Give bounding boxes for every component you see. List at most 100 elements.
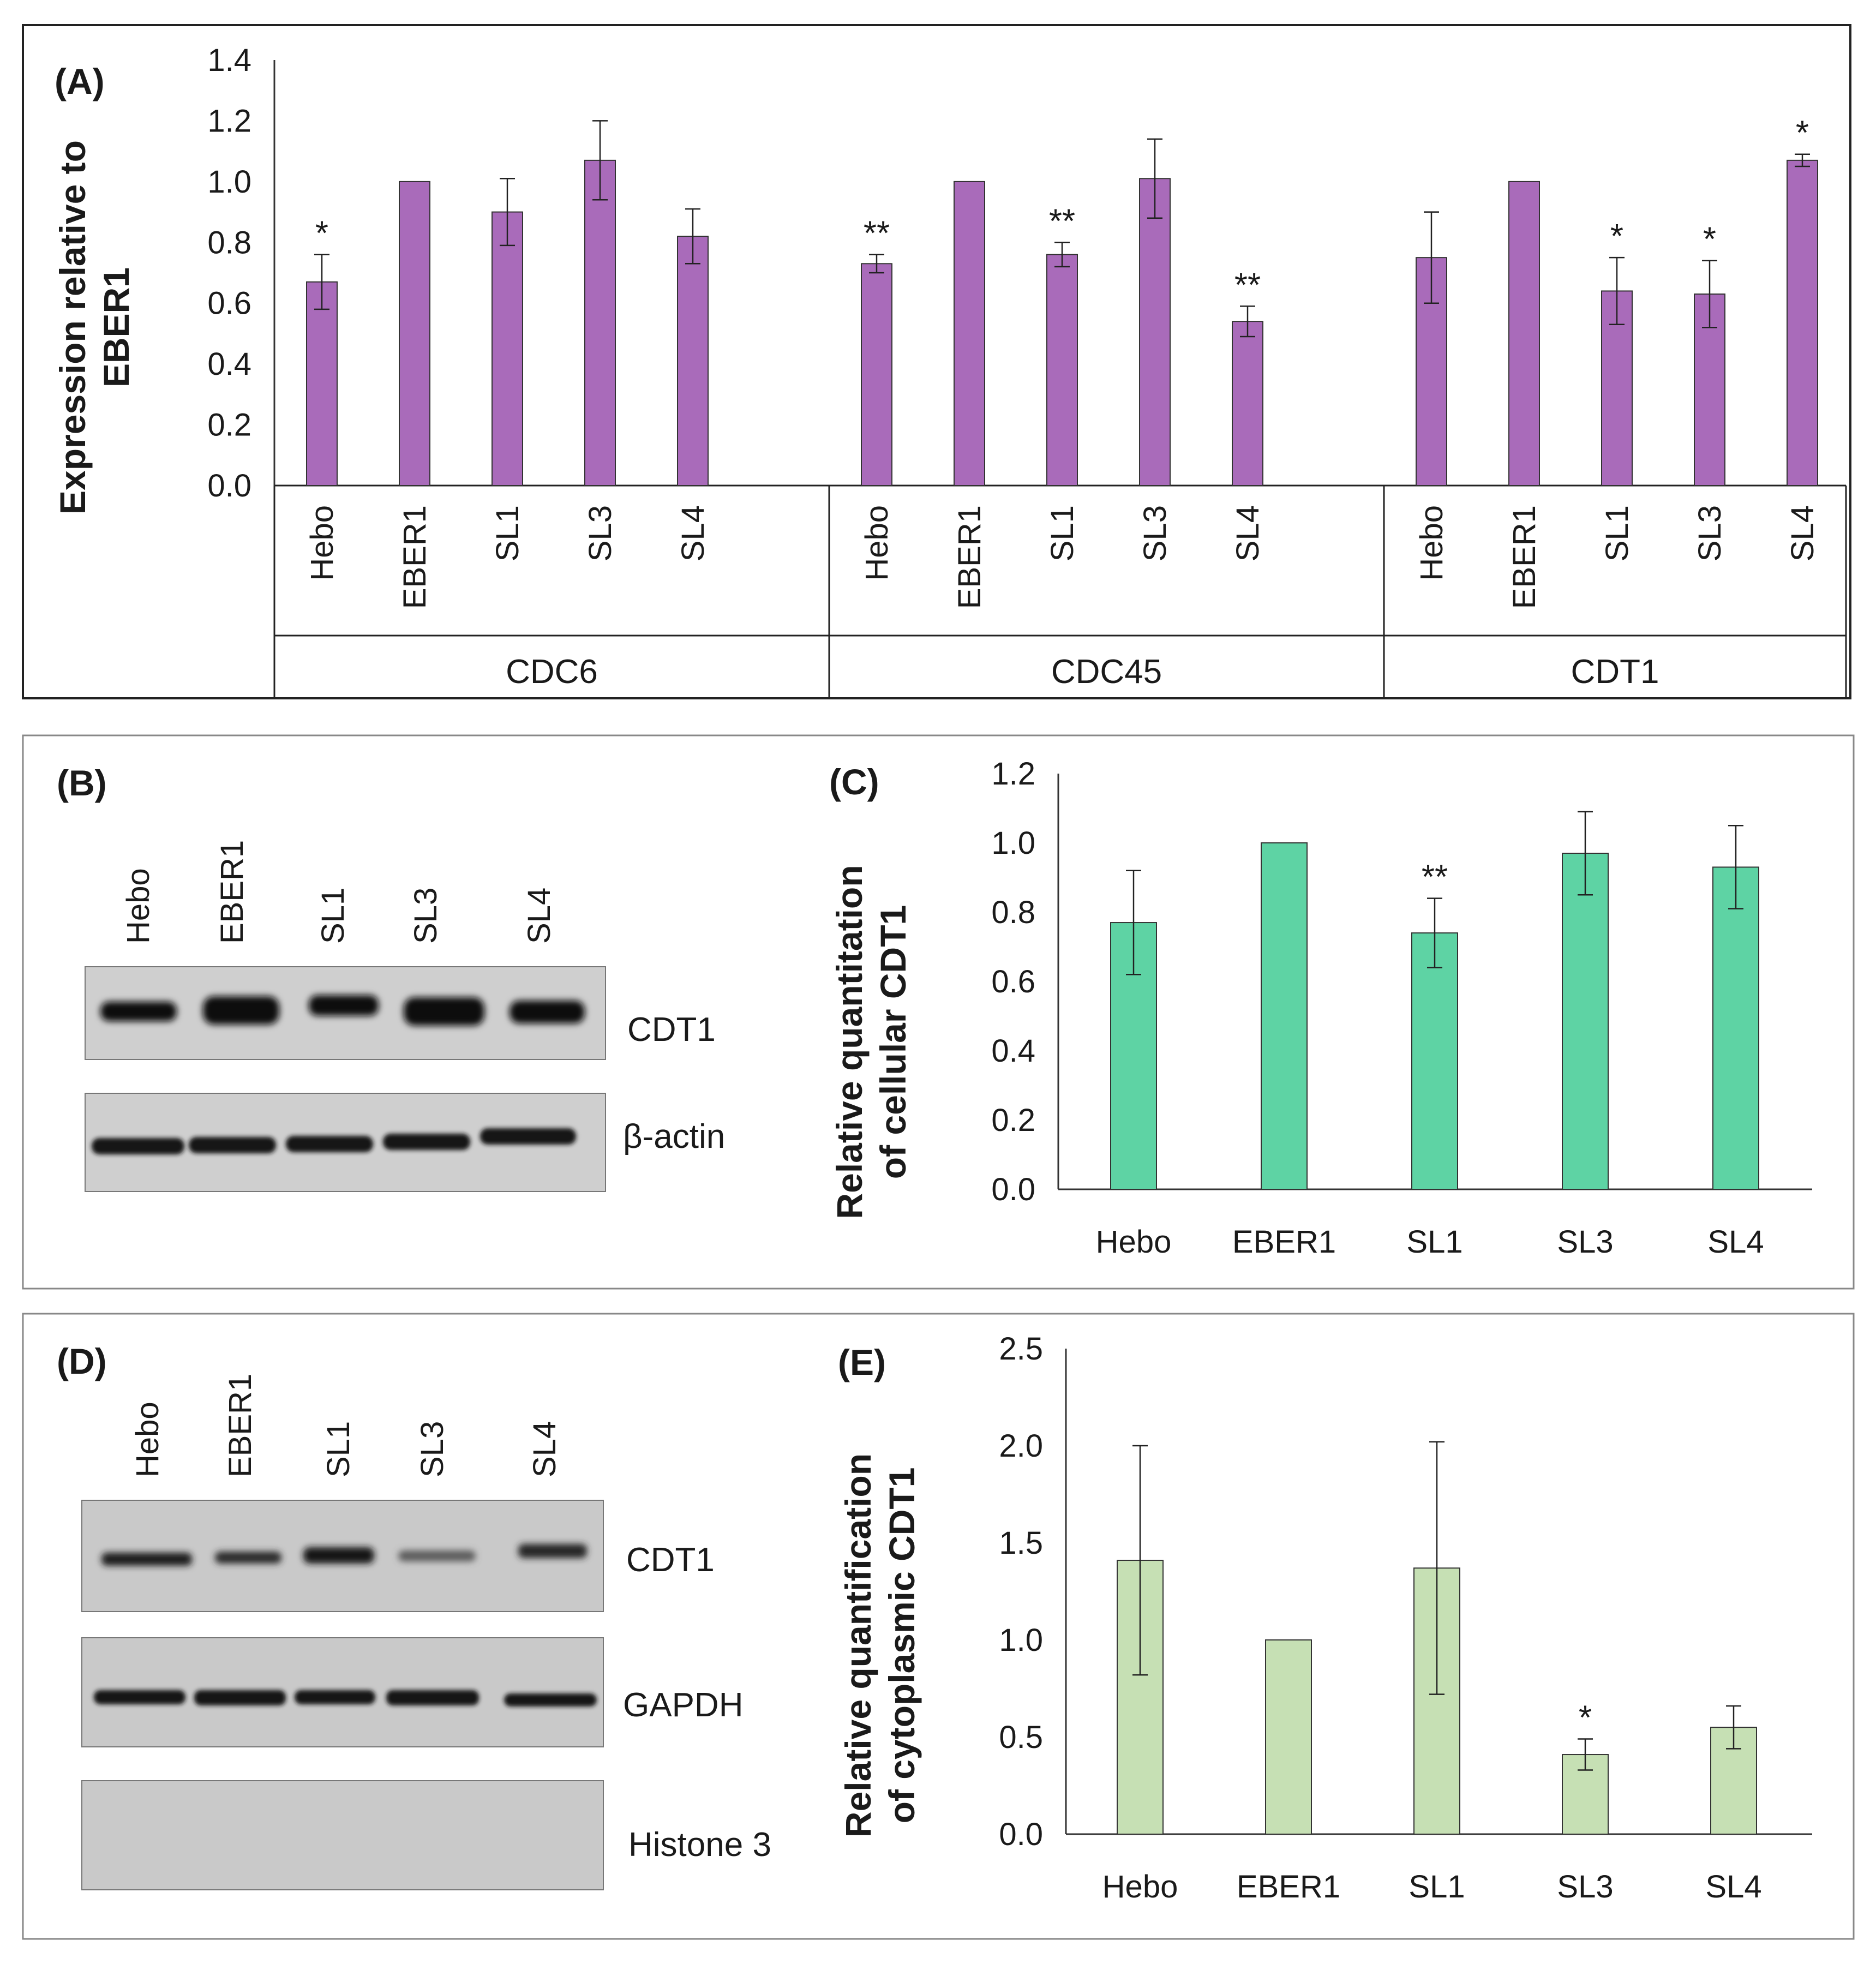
chart-e-category-sl4: SL4 xyxy=(1705,1869,1761,1905)
chart-e-ytick: 0.5 xyxy=(999,1720,1043,1755)
chart-e-errorbar-sl1 xyxy=(1429,1441,1445,1695)
chart-a-cdc45-bar-sl3 xyxy=(1139,178,1171,486)
chart-a-cdt1-errorbar-sl4 xyxy=(1795,153,1810,167)
blot-b-lane-sl1: SL1 xyxy=(315,888,351,944)
chart-e-cytoplasmic-cdt1: 0.0 0.5 1.0 1.5 2.0 2.5 Relative quantificatio… xyxy=(838,1331,1812,1905)
blot-d-lane-sl3: SL3 xyxy=(415,1421,450,1477)
chart-a-cdt1-sig-sl1: * xyxy=(1610,218,1623,255)
chart-a-cdt1-category-sl4: SL4 xyxy=(1785,505,1820,561)
chart-a-ytick: 1.0 xyxy=(207,164,251,200)
blot-d-lane-hebo: Hebo xyxy=(130,1402,165,1477)
chart-a-cdc45-bar-sl4 xyxy=(1232,321,1263,487)
chart-a-cdc45-sig-sl4: ** xyxy=(1234,266,1261,304)
chart-a-cdt1-sig-sl4: * xyxy=(1796,115,1809,152)
chart-a-ytick: 0.8 xyxy=(207,225,251,260)
chart-c-category-hebo: Hebo xyxy=(1096,1224,1172,1260)
chart-a-y-label: Expression relative toEBER1 xyxy=(52,140,136,514)
chart-a-cdc6-errorbar-sl3 xyxy=(592,120,608,201)
chart-e-ytick: 1.5 xyxy=(999,1525,1043,1561)
blot-b-row-actin: β-actin xyxy=(623,1118,725,1155)
chart-c-ytick: 1.0 xyxy=(991,825,1035,861)
panel-bc-frame xyxy=(22,734,1855,1290)
blot-b-row-cdt1: CDT1 xyxy=(627,1011,716,1049)
chart-e-category-sl1: SL1 xyxy=(1409,1869,1465,1905)
chart-a-cdc45-sig-hebo: ** xyxy=(864,215,890,253)
chart-c-ytick: 0.6 xyxy=(991,964,1035,999)
chart-a-cdc45-category-eber1: EBER1 xyxy=(952,505,987,609)
chart-a-cdc6-errorbar-sl1 xyxy=(500,178,515,247)
chart-a-cdc6-errorbar-sl4 xyxy=(685,208,700,265)
chart-e-ytick: 1.0 xyxy=(999,1622,1043,1658)
chart-c-errorbar-sl3 xyxy=(1578,811,1593,896)
chart-a-cdc6-category-sl4: SL4 xyxy=(675,505,711,561)
western-blot-b: Hebo EBER1 SL1 SL3 SL4 CDT1 β-actin xyxy=(85,840,725,1192)
panel-label-d: (D) xyxy=(57,1341,107,1381)
chart-e-errorbar-sl4 xyxy=(1726,1705,1741,1750)
chart-a-cdc6-bar-sl4 xyxy=(677,236,709,486)
chart-a-group-label-cdc45: CDC45 xyxy=(1051,653,1162,691)
chart-c-category-sl1: SL1 xyxy=(1406,1224,1463,1260)
chart-c-bar-sl3 xyxy=(1562,853,1609,1190)
panel-label-b: (B) xyxy=(57,763,107,803)
chart-a-cdt1-bar-sl4 xyxy=(1787,159,1818,487)
chart-a-cdc6-bar-sl3 xyxy=(584,159,616,487)
chart-a-cdc45-errorbar-sl3 xyxy=(1147,138,1162,219)
chart-e-ytick: 0.0 xyxy=(999,1817,1043,1852)
blot-b-lane-sl3: SL3 xyxy=(408,888,443,944)
panel-label-c: (C) xyxy=(829,762,879,802)
chart-a-expression: 0.0 0.2 0.4 0.6 0.8 1.0 1.2 1.4 Expression relat… xyxy=(52,43,1847,698)
blot-d-lane-sl4: SL4 xyxy=(527,1421,562,1477)
chart-a-cdc6-category-sl3: SL3 xyxy=(583,505,618,561)
chart-a-cdc6-category-eber1: EBER1 xyxy=(397,505,433,609)
western-blot-d: Hebo EBER1 SL1 SL3 SL4 CDT1 GAPDH Histon… xyxy=(81,1374,771,1890)
chart-a-cdt1-bar-eber1 xyxy=(1508,181,1540,487)
blot-d-row-histone3: Histone 3 xyxy=(628,1826,771,1864)
blot-d-row-gapdh: GAPDH xyxy=(623,1686,743,1724)
chart-c-sig-sl1: ** xyxy=(1422,859,1448,896)
chart-a-cdc45-category-hebo: Hebo xyxy=(859,505,895,581)
chart-a-cdt1-errorbar-sl1 xyxy=(1609,256,1625,325)
chart-c-ytick: 0.2 xyxy=(991,1103,1035,1138)
chart-c-errorbar-hebo xyxy=(1126,870,1141,975)
chart-a-cdc45-bar-hebo xyxy=(861,263,892,486)
chart-e-category-hebo: Hebo xyxy=(1102,1869,1178,1905)
chart-a-cdt1-category-sl3: SL3 xyxy=(1692,505,1728,561)
blot-b-lane-eber1: EBER1 xyxy=(214,840,250,944)
chart-a-ytick: 1.4 xyxy=(207,43,251,78)
panel-de-frame xyxy=(22,1313,1855,1940)
chart-a-cdt1-category-hebo: Hebo xyxy=(1414,505,1449,581)
chart-e-sig-sl3: * xyxy=(1579,1699,1592,1737)
chart-c-ytick: 0.8 xyxy=(991,895,1035,930)
chart-c-category-sl3: SL3 xyxy=(1557,1224,1613,1260)
panel-label-a: (A) xyxy=(55,61,105,101)
chart-a-cdc45-errorbar-sl4 xyxy=(1240,306,1255,338)
chart-a-ytick: 0.0 xyxy=(207,468,251,504)
chart-e-category-sl3: SL3 xyxy=(1557,1869,1613,1905)
blot-b-lane-sl4: SL4 xyxy=(522,888,557,944)
chart-e-bar-eber1 xyxy=(1265,1639,1312,1835)
chart-a-cdc45-sig-sl1: ** xyxy=(1049,202,1075,240)
chart-a-cdt1-errorbar-sl3 xyxy=(1702,260,1717,328)
chart-a-cdc45-bar-eber1 xyxy=(954,181,985,487)
chart-a-cdc6-bar-eber1 xyxy=(399,181,430,487)
chart-c-bar-sl4 xyxy=(1712,866,1759,1190)
chart-a-cdt1-category-sl1: SL1 xyxy=(1599,505,1635,561)
chart-a-cdc45-category-sl3: SL3 xyxy=(1137,505,1173,561)
panel-label-e: (E) xyxy=(838,1342,886,1382)
chart-a-ytick: 0.6 xyxy=(207,286,251,321)
chart-c-bar-sl1 xyxy=(1411,932,1458,1190)
chart-a-cdc45-category-sl1: SL1 xyxy=(1045,505,1080,561)
chart-a-ytick: 0.4 xyxy=(207,346,251,382)
chart-c-bar-eber1 xyxy=(1261,842,1308,1190)
panel-a-frame xyxy=(22,24,1851,699)
chart-a-cdc6-bar-hebo xyxy=(306,281,338,486)
chart-a-group-label-cdt1: CDT1 xyxy=(1571,653,1659,691)
chart-e-ytick: 2.5 xyxy=(999,1331,1043,1367)
chart-a-cdt1-sig-sl3: * xyxy=(1703,221,1716,259)
chart-a-cdc45-bar-sl1 xyxy=(1046,254,1078,486)
chart-c-ytick: 1.2 xyxy=(991,756,1035,792)
chart-e-ytick: 2.0 xyxy=(999,1428,1043,1464)
chart-a-group-label-cdc6: CDC6 xyxy=(506,653,598,691)
chart-a-cdc6-errorbar-hebo xyxy=(314,254,329,310)
